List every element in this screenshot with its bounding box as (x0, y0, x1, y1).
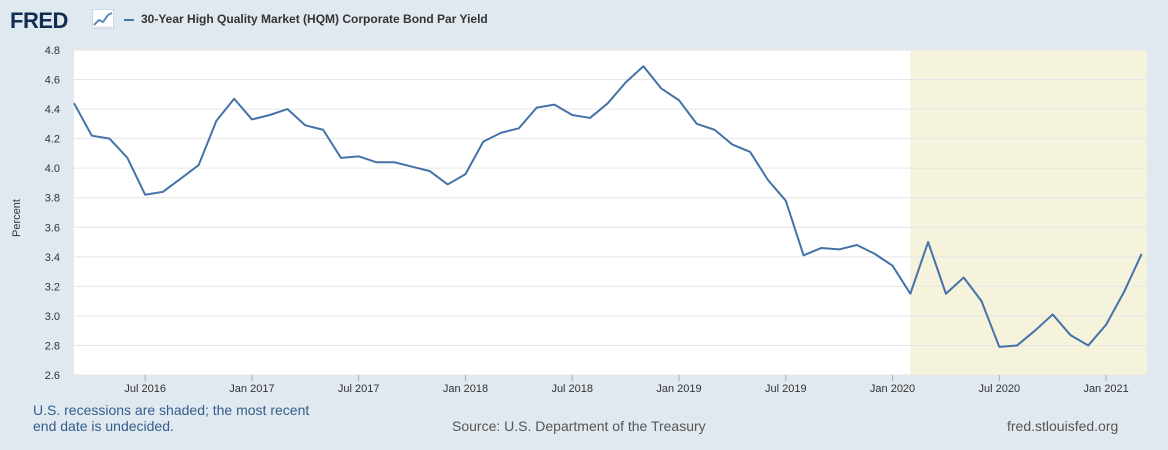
recession-shade (910, 50, 1147, 375)
fred-logo[interactable]: FRED (10, 8, 68, 33)
legend-series-swatch (124, 19, 134, 21)
gridlines (74, 49, 1147, 376)
x-tick-label: Jan 2017 (229, 383, 274, 395)
y-tick-label: 3.8 (45, 193, 60, 205)
y-tick-label: 2.6 (45, 370, 60, 382)
y-axis-ticks: 2.6 2.8 3.0 3.2 3.4 3.6 3.8 4.0 4.2 4.4 4.6 4.8 (45, 45, 60, 382)
y-tick-label: 3.2 (45, 281, 60, 293)
series-layer (73, 65, 1143, 348)
legend-series-label[interactable]: 30-Year High Quality Market (HQM) Corpor… (141, 12, 488, 26)
recession-layer (910, 50, 1147, 375)
x-tick-label: Jul 2017 (338, 383, 380, 395)
y-tick-label: 2.8 (45, 340, 60, 352)
x-tick-label: Jul 2020 (979, 383, 1021, 395)
y-tick-label: 4.4 (45, 104, 60, 116)
y-tick-label: 4.6 (45, 75, 60, 87)
recession-note: U.S. recessions are shaded; the most rec… (33, 402, 310, 434)
x-tick-label: Jul 2019 (765, 383, 807, 395)
site-link[interactable]: fred.stlouisfed.org (1007, 418, 1119, 434)
x-tick-label: Jul 2018 (551, 383, 593, 395)
y-tick-label: 4.8 (45, 45, 60, 57)
y-tick-label: 4.0 (45, 163, 60, 175)
y-tick-label: 4.2 (45, 134, 60, 146)
x-tick-label: Jan 2021 (1083, 383, 1128, 395)
x-tick-label: Jul 2016 (124, 383, 166, 395)
x-tick-label: Jan 2020 (870, 383, 915, 395)
y-axis-label: Percent (11, 199, 23, 237)
x-axis-ticks: Jul 2016 Jan 2017 Jul 2017 Jan 2018 Jul 2018… (124, 375, 1129, 395)
series-line (73, 65, 1143, 348)
fred-logo-graph-icon (92, 9, 114, 29)
y-tick-label: 3.4 (45, 252, 60, 264)
source-note: Source: U.S. Department of the Treasury (452, 418, 706, 434)
y-tick-label: 3.6 (45, 222, 60, 234)
x-tick-label: Jan 2019 (656, 383, 701, 395)
header: FRED 30-Year High Quality Market (HQM) C… (10, 6, 1150, 34)
x-tick-label: Jan 2018 (443, 383, 488, 395)
y-tick-label: 3.0 (45, 311, 60, 323)
